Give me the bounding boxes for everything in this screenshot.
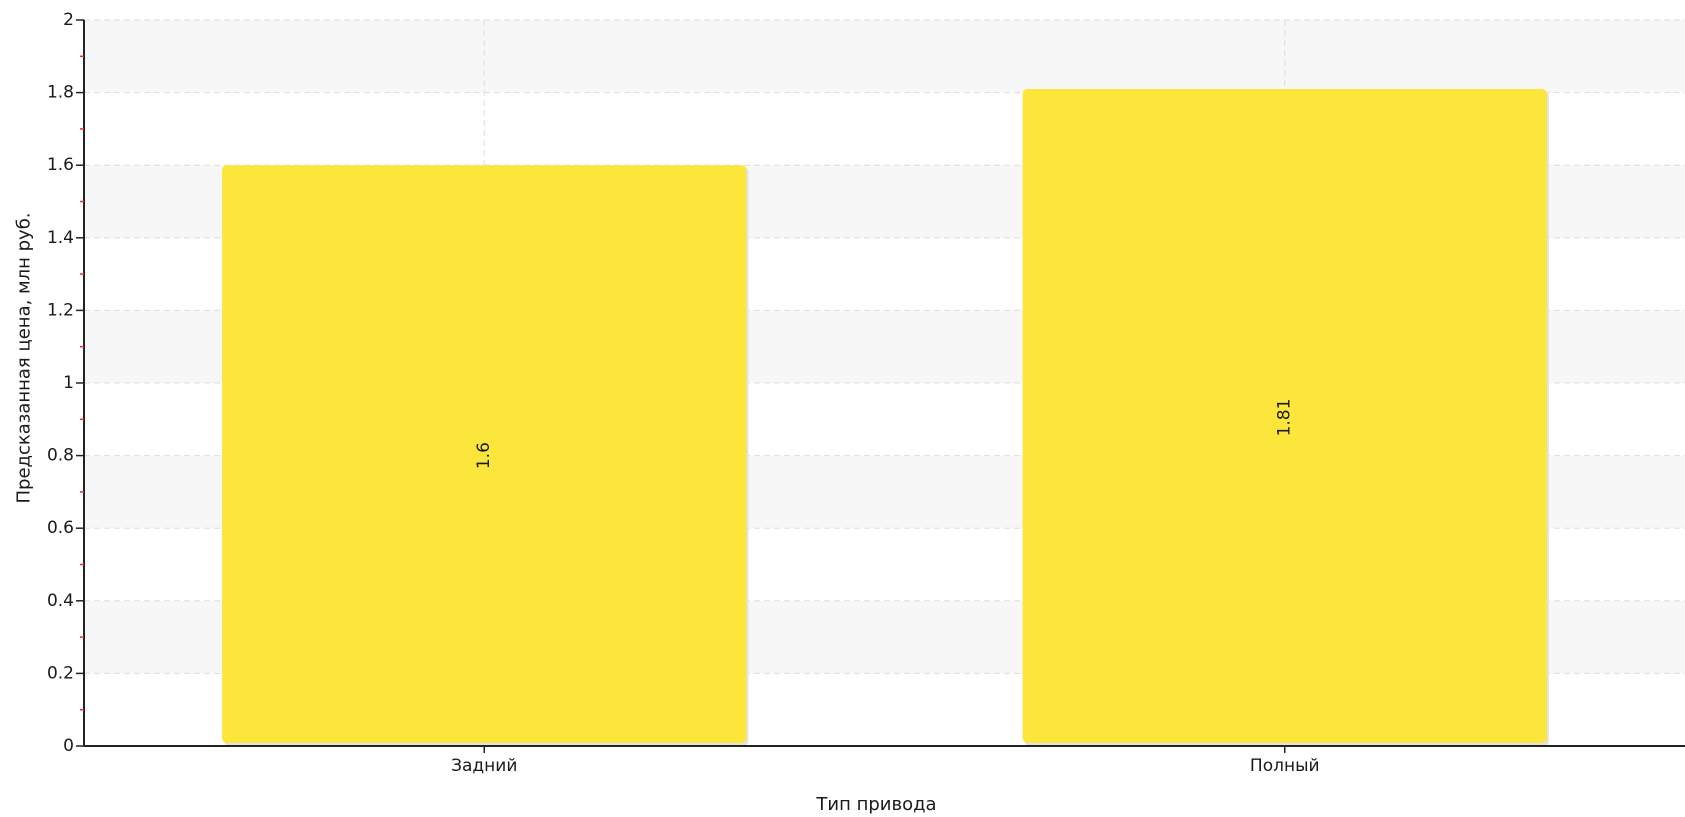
y-tick-label: 1.8 (47, 83, 74, 103)
x-axis-title: Тип привода (815, 794, 936, 815)
bar (1022, 88, 1547, 744)
bars: 1.6 1.81 (222, 88, 1549, 747)
y-tick-label: 0.6 (47, 518, 74, 538)
bar (222, 165, 747, 743)
x-tick-label: Задний (451, 756, 517, 776)
background-band (84, 20, 1685, 93)
x-tick-label: Полный (1250, 756, 1320, 776)
y-tick-label: 0.8 (47, 446, 74, 466)
bar-value-label: 1.6 (474, 442, 494, 469)
y-tick-label: 2 (63, 10, 74, 30)
x-axis-ticks: Задний Полный (451, 746, 1320, 776)
y-axis-ticks: 0 0.2 0.4 0.6 0.8 1 1.2 1.4 1.6 1.8 2 (47, 10, 84, 756)
bar-value-label: 1.81 (1275, 399, 1295, 437)
y-axis-title: Предсказанная цена, млн руб. (14, 212, 35, 503)
y-tick-label: 1.6 (47, 155, 74, 175)
y-tick-label: 0.2 (47, 663, 74, 683)
y-tick-label: 1.4 (47, 228, 74, 248)
y-tick-label: 1 (63, 373, 74, 393)
y-tick-label: 0 (63, 736, 74, 756)
y-tick-label: 1.2 (47, 300, 74, 320)
y-tick-label: 0.4 (47, 591, 74, 611)
